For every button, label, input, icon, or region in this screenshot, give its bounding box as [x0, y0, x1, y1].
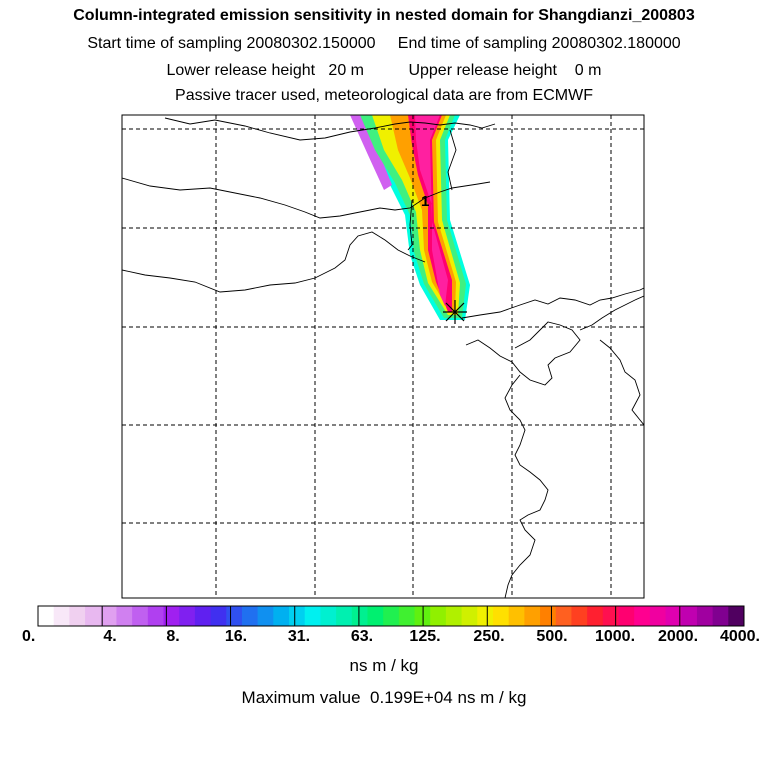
- end-time-value: 20080302.180000: [551, 35, 681, 52]
- coastlines: [122, 117, 644, 598]
- plume-band-purple: [350, 115, 392, 190]
- color-bar-cell: [508, 606, 525, 626]
- sampling-time-row: Start time of sampling 20080302.150000 E…: [0, 35, 768, 53]
- color-bar-tick-label: 250.: [473, 628, 505, 645]
- release-height-row: Lower release height 20 m Upper release …: [0, 62, 768, 80]
- color-bar-cell: [555, 606, 572, 626]
- color-bar-cell: [85, 606, 102, 626]
- color-bar-cell: [398, 606, 416, 626]
- release-point-marker: [443, 300, 467, 324]
- color-bar-cell: [681, 606, 698, 626]
- color-bar-tick-label: 4000.: [719, 628, 760, 645]
- color-bar-cell: [116, 606, 133, 626]
- color-bar-cell: [351, 606, 368, 626]
- color-bar-tick-label: 63.: [350, 628, 374, 645]
- color-bar-cell: [132, 606, 149, 626]
- color-bar-cell: [210, 606, 227, 626]
- color-bar-cell: [728, 606, 745, 626]
- plot-title: Column-integrated emission sensitivity i…: [73, 7, 695, 24]
- max-label: Maximum value: [241, 688, 361, 707]
- color-bar-cell: [602, 606, 619, 626]
- color-bar-cell: [336, 606, 353, 626]
- color-bar-tick-label: 125.: [409, 628, 441, 645]
- color-bar-tick-label: 0.: [22, 628, 36, 645]
- upper-height-label: Upper release height: [408, 62, 557, 79]
- color-bar-cells: [37, 606, 745, 626]
- color-bar-cell: [540, 606, 557, 626]
- lower-height-label: Lower release height: [166, 62, 316, 79]
- color-bar-tick-label: 8.: [166, 628, 180, 645]
- max-value: 0.199E+04: [370, 688, 453, 707]
- color-bar-cell: [524, 606, 541, 626]
- color-bar-cell: [477, 606, 494, 626]
- color-bar-cell: [634, 606, 651, 626]
- lower-height-value: 20 m: [328, 62, 364, 79]
- start-time-value: 20080302.150000: [246, 35, 376, 52]
- start-time-label: Start time of sampling: [87, 35, 243, 52]
- color-bar-cell: [461, 606, 478, 626]
- color-bar-cell: [179, 606, 196, 626]
- color-bar-cell: [226, 606, 243, 626]
- color-bar-cell: [304, 606, 321, 626]
- color-bar-cell: [163, 606, 180, 626]
- color-bar-tick-label: 31.: [287, 628, 311, 645]
- color-bar-tick-label: 2000.: [657, 628, 699, 645]
- color-bar-cell: [147, 606, 165, 626]
- color-bar-cell: [665, 606, 682, 626]
- maximum-value-note: Maximum value 0.199E+04 ns m / kg: [0, 688, 768, 708]
- upper-height-value: 0 m: [574, 62, 602, 79]
- color-bar-cell: [571, 606, 588, 626]
- graticule: [122, 115, 644, 598]
- color-bar-cell: [257, 606, 274, 626]
- end-time-label: End time of sampling: [397, 35, 548, 52]
- color-bar-cell: [320, 606, 337, 626]
- color-bar-tick-label: 16.: [224, 628, 248, 645]
- color-bar-cell: [241, 606, 259, 626]
- color-bar-cell: [430, 606, 447, 626]
- color-bar-cell: [289, 606, 306, 626]
- color-bar-cell: [445, 606, 463, 626]
- color-bar-tick-label: 500.: [536, 628, 568, 645]
- color-bar-cell: [587, 606, 604, 626]
- color-bar-cell: [53, 606, 70, 626]
- map-frame: [121, 114, 645, 599]
- color-bar-cell: [367, 606, 384, 626]
- color-bar-cell: [618, 606, 635, 626]
- max-units: ns m / kg: [457, 688, 527, 707]
- color-bar-cell: [273, 606, 290, 626]
- color-bar-cell: [696, 606, 714, 626]
- color-bar-cell: [492, 606, 510, 626]
- color-bar-cell: [194, 606, 212, 626]
- plume-band-magenta: [415, 115, 448, 306]
- color-bar-cell: [100, 606, 117, 626]
- tracer-note: Passive tracer used, meteorological data…: [175, 87, 593, 104]
- color-bar-cell: [69, 606, 86, 626]
- color-bar-cell: [383, 606, 400, 626]
- color-bar-cell: [712, 606, 729, 626]
- color-bar-tick-label: 4.: [103, 628, 117, 645]
- color-bar-cell: [649, 606, 667, 626]
- color-bar-frame: [37, 605, 745, 627]
- trajectory-label-1: 1: [421, 193, 429, 210]
- color-bar-tick-label: 1000.: [594, 628, 636, 645]
- color-bar-units: ns m / kg: [349, 656, 419, 675]
- color-bar-cell: [38, 606, 55, 626]
